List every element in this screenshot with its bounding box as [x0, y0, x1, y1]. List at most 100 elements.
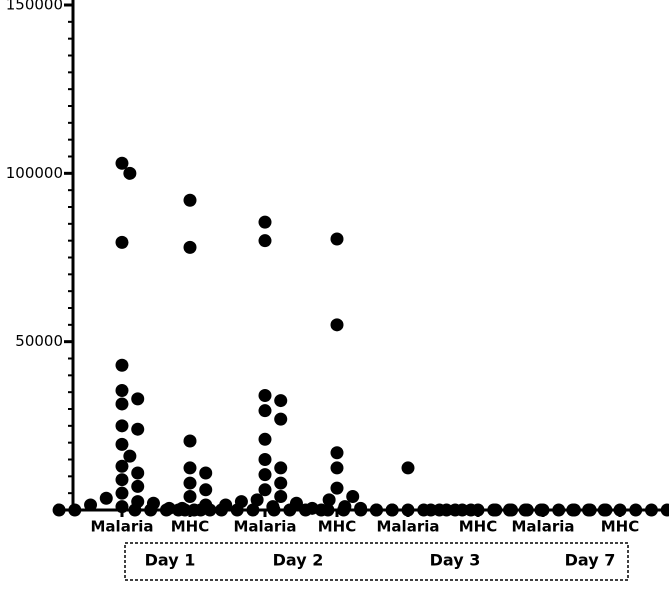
x-tick-label: MHC	[318, 518, 357, 536]
dot	[171, 503, 185, 517]
dot	[183, 240, 197, 254]
dot	[330, 318, 344, 332]
y-tick-label: 50000	[15, 332, 63, 350]
dot	[115, 419, 129, 433]
dot	[582, 503, 596, 517]
y-tick-label: 150000	[6, 0, 63, 14]
group-label: Day 1	[145, 551, 196, 570]
dot	[455, 503, 469, 517]
dot	[385, 503, 399, 517]
x-tick-label: MHC	[459, 518, 498, 536]
dot	[115, 397, 129, 411]
dot	[520, 503, 534, 517]
dot	[246, 503, 260, 517]
dot	[401, 461, 415, 475]
dot	[370, 503, 384, 517]
x-tick-label: Malaria	[512, 518, 575, 536]
dot	[258, 432, 272, 446]
group-box	[124, 542, 629, 581]
dot	[183, 476, 197, 490]
dot	[219, 498, 233, 512]
dot	[471, 503, 485, 517]
group-label: Day 7	[565, 551, 616, 570]
dot	[131, 422, 145, 436]
dot	[131, 479, 145, 493]
dot	[183, 490, 197, 504]
dot	[203, 503, 217, 517]
dot	[115, 437, 129, 451]
dot	[123, 166, 137, 180]
dot	[346, 490, 360, 504]
dot	[536, 503, 550, 517]
dot	[115, 235, 129, 249]
x-tick-label: MHC	[171, 518, 210, 536]
dot	[330, 481, 344, 495]
dot	[552, 503, 566, 517]
dot	[115, 473, 129, 487]
dot	[644, 503, 658, 517]
dot	[258, 404, 272, 418]
dot	[115, 383, 129, 397]
dot	[84, 498, 98, 512]
dot	[183, 434, 197, 448]
dot	[440, 503, 454, 517]
dot	[489, 503, 503, 517]
dot	[338, 500, 352, 514]
dot	[330, 232, 344, 246]
dot	[68, 503, 82, 517]
dot	[258, 483, 272, 497]
dot	[660, 503, 669, 517]
dot	[115, 156, 129, 170]
dot	[629, 503, 643, 517]
dot	[314, 503, 328, 517]
x-tick-label: MHC	[601, 518, 640, 536]
x-tick-label: Malaria	[377, 518, 440, 536]
dot	[131, 392, 145, 406]
dot	[424, 503, 438, 517]
dot	[274, 412, 288, 426]
dot	[258, 453, 272, 466]
dot	[115, 500, 129, 514]
dot	[52, 503, 66, 517]
dot	[354, 503, 368, 517]
dot	[274, 394, 288, 408]
dot	[299, 503, 313, 517]
dot	[144, 503, 158, 517]
dot	[123, 449, 137, 463]
dot	[234, 495, 248, 509]
group-label: Day 3	[430, 551, 481, 570]
dot	[250, 493, 264, 507]
dot	[99, 491, 113, 505]
dot	[258, 234, 272, 248]
x-tick-label: Malaria	[234, 518, 297, 536]
dot	[401, 503, 415, 517]
dot	[274, 461, 288, 475]
y-tick-label: 100000	[6, 164, 63, 182]
dot	[183, 193, 197, 207]
dot	[159, 503, 173, 517]
dot	[283, 503, 297, 517]
dot	[187, 503, 201, 517]
dot	[330, 461, 344, 475]
dot	[115, 459, 129, 473]
dot	[183, 461, 197, 475]
dot	[199, 466, 213, 480]
dot	[267, 503, 281, 517]
dot	[258, 468, 272, 482]
dot	[274, 490, 288, 504]
dot	[330, 446, 344, 460]
dot	[505, 503, 519, 517]
group-label: Day 2	[273, 551, 324, 570]
dot	[258, 389, 272, 403]
dot	[131, 466, 145, 480]
dot	[115, 358, 129, 372]
dot	[274, 476, 288, 490]
dot	[322, 493, 336, 507]
dot	[566, 503, 580, 517]
dot	[115, 486, 129, 500]
dot	[258, 215, 272, 229]
x-tick-label: Malaria	[91, 518, 154, 536]
dot	[597, 503, 611, 517]
dot	[613, 503, 627, 517]
